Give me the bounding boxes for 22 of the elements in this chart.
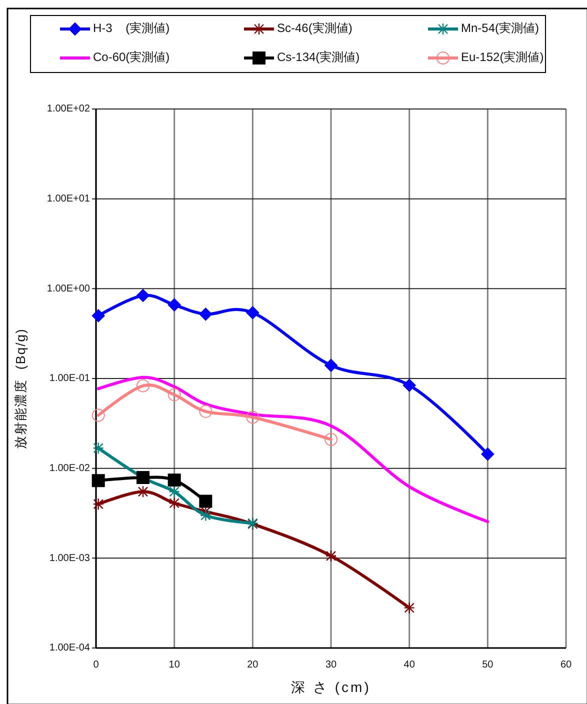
x-tick-label: 40: [404, 660, 416, 671]
legend-label: Eu-152(実測値): [461, 50, 544, 64]
x-tick-label: 60: [560, 660, 572, 671]
x-tick-label: 50: [482, 660, 494, 671]
legend-label: Cs-134(実測値): [277, 50, 360, 64]
legend-label: H-3 (実測値): [93, 21, 170, 36]
x-tick-label: 10: [168, 660, 180, 671]
legend-label: Co-60(実測値): [93, 50, 170, 64]
y-tick-label: 1.00E-02: [49, 462, 90, 474]
y-tick-label: 1.00E+00: [46, 283, 90, 294]
y-axis-title: 放射能濃度 (Bq/g): [13, 328, 28, 449]
x-axis-title: 深 さ (cm): [291, 679, 371, 695]
x-tick-label: 20: [247, 660, 259, 671]
y-tick-label: 1.00E-03: [49, 552, 90, 564]
x-tick-label: 0: [93, 660, 100, 671]
y-tick-label: 1.00E-04: [49, 642, 90, 654]
x-tick-label: 30: [325, 660, 337, 671]
y-tick-label: 1.00E+01: [46, 193, 90, 204]
legend-label: Mn-54(実測値): [461, 21, 540, 36]
y-tick-label: 1.00E-01: [49, 373, 90, 384]
legend-label: Sc-46(実測値): [277, 21, 352, 36]
y-tick-label: 1.00E+02: [46, 104, 90, 115]
